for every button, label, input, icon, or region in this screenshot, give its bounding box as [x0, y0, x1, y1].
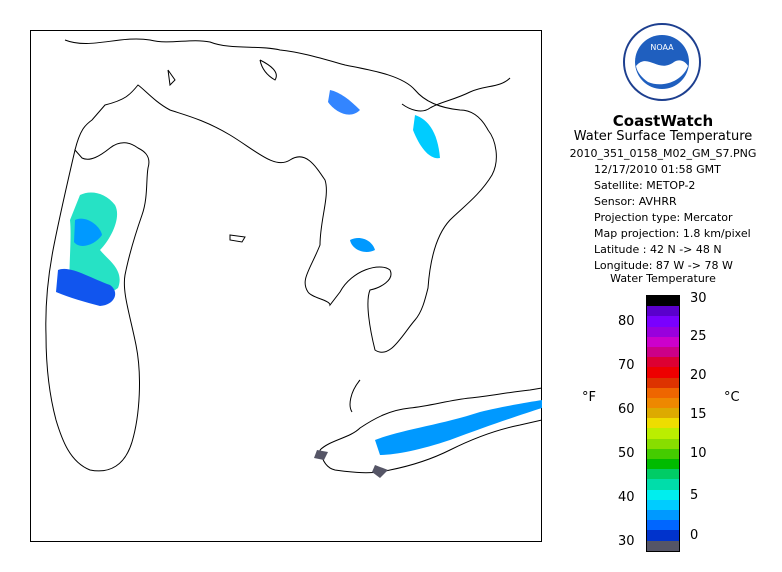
- longitude: Longitude: 87 W -> 78 W: [594, 259, 733, 272]
- filename: 2010_351_0158_M02_GM_S7.PNG: [569, 147, 757, 160]
- coastline: [45, 38, 543, 474]
- logo-text: NOAA: [650, 43, 674, 52]
- product-title: Water Surface Temperature: [573, 129, 753, 144]
- map-panel: [30, 30, 543, 542]
- color-swatch: [647, 336, 679, 347]
- color-scale-bar: [646, 295, 680, 552]
- color-swatch: [647, 316, 679, 327]
- color-swatch: [647, 326, 679, 337]
- c-tick: 30: [690, 291, 707, 306]
- f-tick: 70: [618, 358, 635, 373]
- color-swatch: [647, 346, 679, 358]
- color-swatch: [647, 306, 679, 317]
- datetime: 12/17/2010 01:58 GMT: [594, 163, 721, 176]
- color-swatch: [647, 377, 679, 388]
- c-tick: 15: [690, 407, 707, 422]
- legend-title: Water Temperature: [610, 272, 716, 285]
- latitude: Latitude : 42 N -> 48 N: [594, 243, 722, 256]
- c-tick: 25: [690, 329, 707, 344]
- f-tick: 30: [618, 534, 635, 549]
- app-title: CoastWatch: [612, 112, 714, 130]
- color-swatch: [647, 367, 679, 378]
- color-swatch: [647, 418, 679, 429]
- unit-celsius: °C: [724, 390, 740, 405]
- color-swatch: [647, 520, 679, 531]
- c-tick: 0: [690, 528, 699, 543]
- f-tick: 80: [618, 314, 635, 329]
- projection-type: Projection type: Mercator: [594, 211, 733, 224]
- color-swatch: [647, 296, 679, 307]
- c-tick: 10: [690, 446, 707, 461]
- noaa-logo: NOAA: [622, 22, 702, 102]
- color-swatch: [647, 428, 679, 439]
- great-lakes-map: [30, 30, 543, 542]
- color-swatch: [647, 357, 679, 368]
- color-swatch: [647, 499, 679, 510]
- color-swatch: [647, 459, 679, 470]
- c-tick: 20: [690, 368, 707, 383]
- color-swatch: [647, 540, 679, 551]
- satellite: Satellite: METOP-2: [594, 179, 696, 192]
- color-swatch: [647, 408, 679, 419]
- color-swatch: [647, 509, 679, 521]
- temperature-patches: [56, 90, 542, 478]
- unit-fahrenheit: °F: [582, 390, 596, 405]
- sensor: Sensor: AVHRR: [594, 195, 677, 208]
- color-swatch: [647, 489, 679, 500]
- color-swatch: [647, 469, 679, 480]
- color-swatch: [647, 479, 679, 490]
- color-swatch: [647, 448, 679, 459]
- color-swatch: [647, 387, 679, 398]
- f-tick: 60: [618, 402, 635, 417]
- c-tick: 5: [690, 488, 699, 503]
- color-swatch: [647, 530, 679, 541]
- color-swatch: [647, 438, 679, 449]
- map-projection: Map projection: 1.8 km/pixel: [594, 227, 751, 240]
- color-swatch: [647, 397, 679, 409]
- f-tick: 50: [618, 446, 635, 461]
- f-tick: 40: [618, 490, 635, 505]
- side-panel: NOAA CoastWatch Water Surface Temperatur…: [560, 0, 782, 572]
